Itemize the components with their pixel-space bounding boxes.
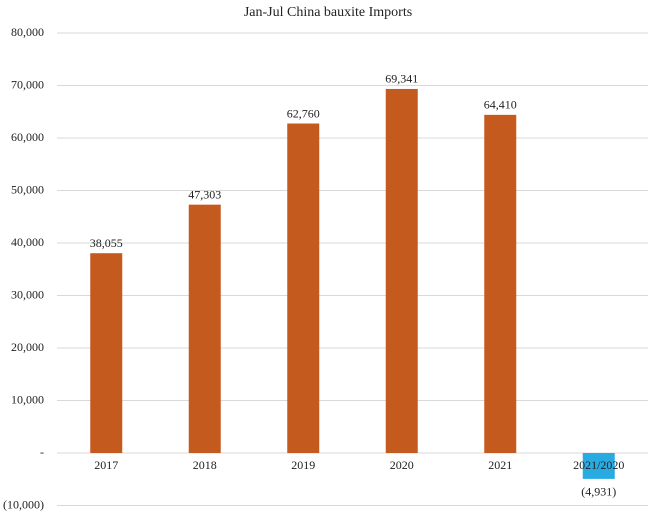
data-label: 62,760 (287, 106, 320, 120)
bar (90, 253, 123, 453)
bar (188, 204, 221, 453)
y-tick-label: (10,000) (3, 497, 44, 511)
y-tick-label: 60,000 (11, 130, 44, 144)
bar (287, 123, 320, 453)
y-tick-label: - (40, 445, 44, 459)
x-tick-label: 2020 (390, 458, 414, 472)
x-tick-label: 2019 (291, 458, 315, 472)
x-tick-label: 2021 (488, 458, 512, 472)
data-label: 47,303 (188, 187, 221, 201)
x-tick-label: 2021/2020 (573, 458, 624, 472)
chart-title: Jan-Jul China bauxite Imports (244, 5, 412, 20)
data-label: 38,055 (90, 236, 123, 250)
data-label: 64,410 (484, 98, 517, 112)
y-tick-label: 50,000 (11, 182, 44, 196)
x-tick-label: 2017 (94, 458, 118, 472)
bar (385, 88, 418, 453)
data-label: (4,931) (581, 485, 616, 499)
y-tick-label: 70,000 (11, 77, 44, 91)
x-tick-label: 2018 (193, 458, 217, 472)
y-tick-label: 80,000 (11, 25, 44, 39)
bar (582, 453, 615, 479)
y-tick-label: 40,000 (11, 235, 44, 249)
data-label: 69,341 (385, 72, 418, 86)
y-tick-label: 10,000 (11, 392, 44, 406)
y-tick-label: 20,000 (11, 340, 44, 354)
bar (484, 114, 517, 453)
y-tick-label: 30,000 (11, 287, 44, 301)
